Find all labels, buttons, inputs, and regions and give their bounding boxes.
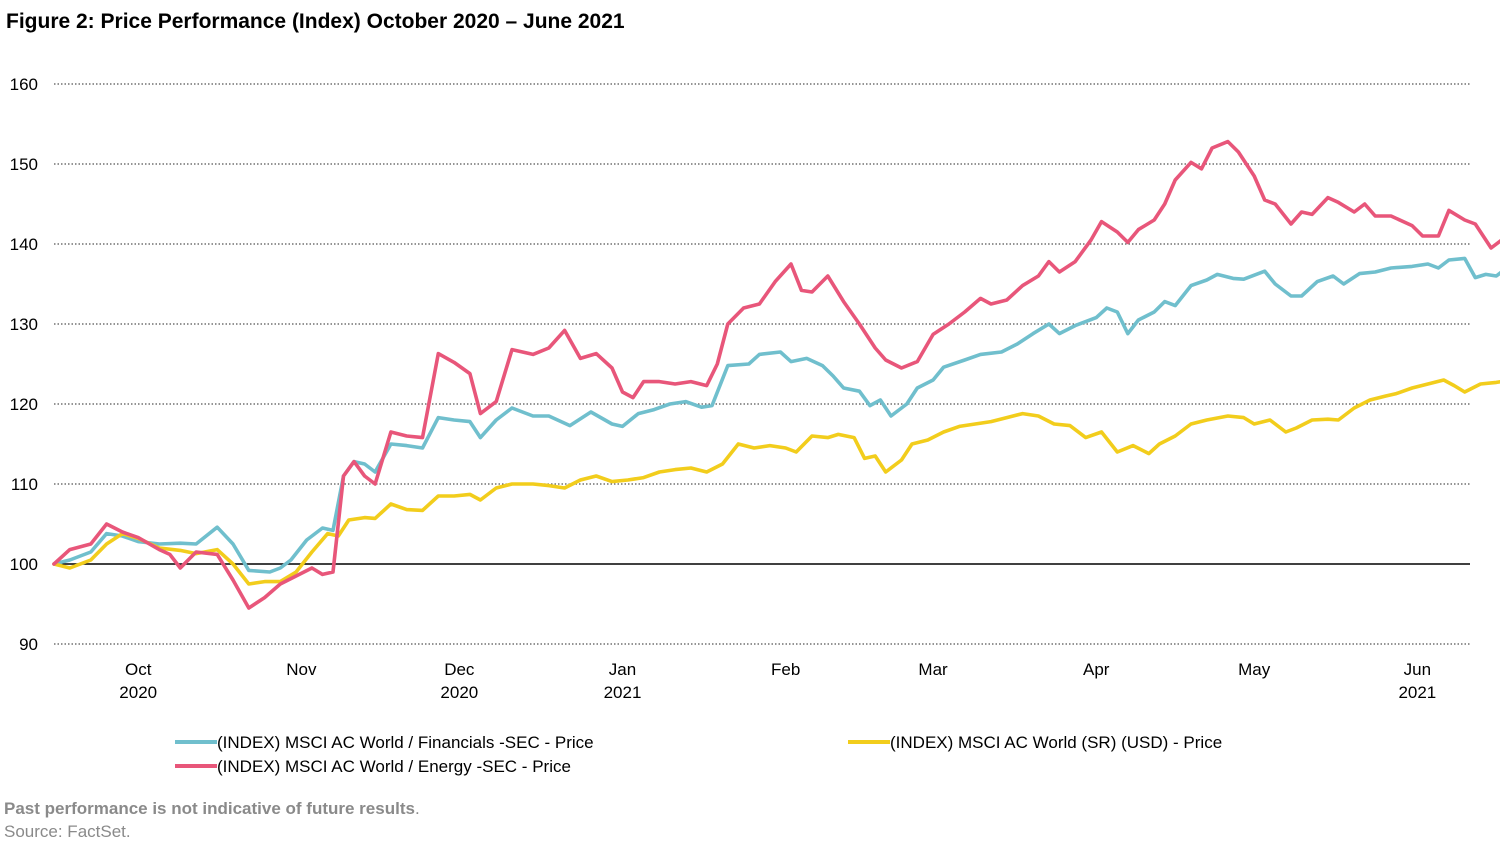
gridlines [54,83,1470,645]
series-line-2 [52,378,1500,586]
series-line-1 [52,139,1500,610]
x-tick-month: Jan [609,660,636,679]
x-tick-month: Feb [771,660,800,679]
y-tick-label: 100 [10,555,38,574]
chart-title: Figure 2: Price Performance (Index) Octo… [6,10,625,33]
series-lines [52,139,1500,610]
x-tick-month: Dec [444,660,475,679]
y-tick-label: 110 [11,475,38,494]
y-tick-label: 140 [10,235,38,254]
y-tick-label: 150 [10,155,38,174]
footer: Past performance is not indicative of fu… [4,797,420,843]
series-line-0 [52,256,1500,574]
legend-label: (INDEX) MSCI AC World / Energy -SEC - Pr… [217,757,571,776]
line-chart: 90 100 110 120 130 140 150 160 Oct 2020 Nov Dec 202… [10,75,1500,776]
x-tick-month: Oct [125,660,152,679]
y-tick-label: 130 [10,315,38,334]
y-tick-label: 90 [19,635,38,654]
legend-label: (INDEX) MSCI AC World / Financials -SEC … [217,733,594,752]
x-tick-year: 2020 [440,683,478,702]
x-axis: Oct 2020 Nov Dec 2020 Jan 2021 Feb Mar Apr May Jun 2… [119,660,1436,702]
x-tick-month: May [1238,660,1271,679]
source-note: Source: FactSet. [4,822,131,841]
x-tick-month: Mar [918,660,948,679]
x-tick-month: Nov [286,660,317,679]
y-axis: 90 100 110 120 130 140 150 160 [10,75,38,654]
legend: (INDEX) MSCI AC World / Financials -SEC … [175,733,1222,776]
legend-label: (INDEX) MSCI AC World (SR) (USD) - Price [890,733,1222,752]
x-tick-year: 2021 [604,683,642,702]
disclaimer-text: Past performance is not indicative of fu… [4,799,415,818]
disclaimer: Past performance is not indicative of fu… [4,797,420,820]
x-tick-year: 2020 [119,683,157,702]
y-tick-label: 160 [10,75,38,94]
x-tick-month: Apr [1083,660,1110,679]
y-tick-label: 120 [10,395,38,414]
disclaimer-period: . [414,799,420,818]
x-tick-month: Jun [1404,660,1431,679]
x-tick-year: 2021 [1398,683,1436,702]
